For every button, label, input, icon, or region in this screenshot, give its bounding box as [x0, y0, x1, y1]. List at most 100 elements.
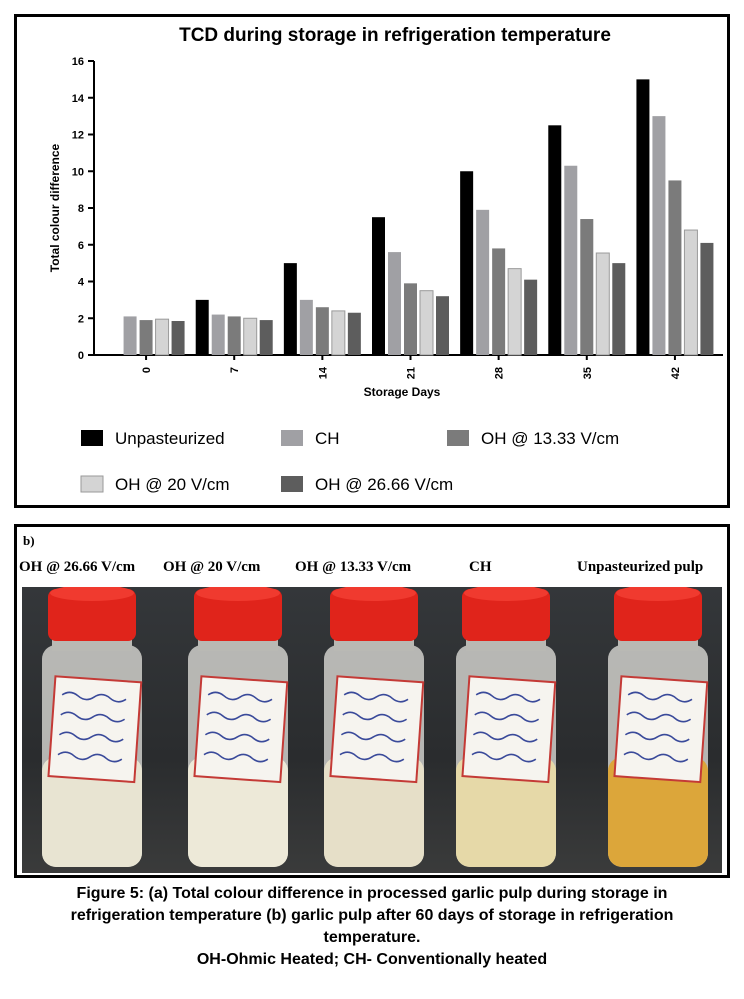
x-tick-label-35: 35	[582, 367, 594, 379]
jar-contents-oh-26-66	[42, 757, 142, 867]
bar-unpasteurized-day-28	[460, 171, 474, 355]
jar-handwriting-oh-26-66	[58, 731, 124, 743]
legend-swatch-oh-20-v-cm	[80, 475, 104, 493]
jar-handwriting-oh-20	[206, 711, 272, 723]
jar-oh-20	[188, 587, 289, 867]
figure-caption-line-1: Figure 5: (a) Total colour difference in…	[76, 885, 668, 902]
bar-oh-26-66-v-cm-day-14	[347, 312, 361, 355]
bar-oh-13-33-v-cm-day-35	[580, 219, 594, 355]
bar-unpasteurized-day-42	[636, 79, 650, 355]
x-tick-label-14: 14	[317, 366, 329, 379]
jar-cap-unpasteurized	[614, 589, 702, 641]
legend-label-oh-26-66-v-cm: OH @ 26.66 V/cm	[315, 475, 453, 494]
jars-illustration	[42, 587, 709, 867]
bar-oh-26-66-v-cm-day-28	[524, 279, 538, 355]
bar-ch-day-0	[123, 316, 137, 355]
jar-unpasteurized	[608, 587, 709, 867]
jar-handwriting-unpasteurized	[624, 731, 690, 743]
jar-handwriting-ch	[475, 691, 541, 703]
bar-oh-26-66-v-cm-day-21	[436, 296, 449, 355]
jar-handwriting-unpasteurized	[627, 691, 693, 703]
legend-swatch-oh-26-66-v-cm	[281, 476, 303, 492]
jar-contents-unpasteurized	[608, 757, 708, 867]
y-tick-label-2: 2	[78, 313, 84, 325]
legend-swatch-oh-13-33-v-cm	[447, 430, 469, 446]
jar-handwriting-ch	[471, 751, 537, 763]
jar-contents-ch	[456, 757, 556, 867]
bar-oh-20-v-cm-day-21	[419, 290, 434, 356]
bar-ch-day-42	[652, 116, 666, 355]
jar-ch	[456, 587, 557, 867]
jar-handwriting-ch	[472, 731, 538, 743]
bar-oh-20-v-cm-day-0	[155, 318, 170, 356]
legend-swatch-ch	[281, 430, 303, 446]
bar-oh-13-33-v-cm-day-21	[404, 283, 417, 355]
jar-label-oh-13-33: OH @ 13.33 V/cm	[295, 559, 412, 575]
bar-ch-day-35	[564, 165, 578, 355]
jar-label-oh-20: OH @ 20 V/cm	[163, 559, 261, 575]
jar-handwriting-oh-20	[207, 691, 273, 703]
jar-handwriting-unpasteurized	[623, 751, 689, 763]
jar-handwriting-oh-20	[203, 751, 269, 763]
jar-handwriting-oh-26-66	[60, 711, 126, 723]
jar-cap-top-oh-13-33	[332, 587, 416, 601]
bar-oh-26-66-v-cm-day-42	[700, 242, 714, 355]
y-tick-label-0: 0	[78, 350, 84, 362]
jar-handwriting-oh-20	[204, 731, 270, 743]
y-tick-label-16: 16	[72, 56, 84, 68]
x-tick-label-42: 42	[670, 367, 682, 379]
x-axis-label: Storage Days	[364, 385, 441, 399]
jar-handwriting-oh-13-33	[340, 731, 406, 743]
jar-label-unpasteurized: Unpasteurized pulp	[577, 559, 704, 575]
bar-ch-day-28	[476, 209, 490, 355]
legend-label-oh-13-33-v-cm: OH @ 13.33 V/cm	[481, 429, 619, 448]
jar-label-sticker-oh-26-66	[47, 675, 143, 784]
bar-unpasteurized-day-14	[283, 263, 297, 355]
panel-b-label: b)	[23, 533, 35, 548]
y-tick-label-12: 12	[72, 130, 84, 142]
jar-label-sticker-ch	[461, 675, 557, 784]
y-tick-label-8: 8	[78, 203, 84, 215]
jar-label-sticker-unpasteurized	[613, 675, 709, 784]
jar-handwriting-unpasteurized	[626, 711, 692, 723]
jar-oh-13-33	[324, 587, 425, 867]
x-tick-label-7: 7	[229, 367, 241, 373]
tcd-bar-chart: TCD during storage in refrigeration temp…	[48, 25, 723, 494]
jar-handwriting-oh-13-33	[343, 691, 409, 703]
figure-caption-line-4: OH-Ohmic Heated; CH- Conventionally heat…	[196, 951, 548, 968]
bar-unpasteurized-day-35	[548, 125, 562, 355]
y-tick-label-10: 10	[72, 166, 84, 178]
x-tick-label-21: 21	[406, 367, 418, 379]
jar-label-sticker-oh-13-33	[329, 675, 425, 784]
jar-cap-top-oh-20	[196, 587, 280, 601]
legend-label-oh-20-v-cm: OH @ 20 V/cm	[115, 475, 230, 494]
chart-panel: TCD during storage in refrigeration temp…	[14, 14, 730, 508]
jar-label-sticker-oh-20	[193, 675, 289, 784]
jar-cap-oh-20	[194, 589, 282, 641]
figure-caption-line-2: refrigeration temperature (b) garlic pul…	[70, 907, 674, 924]
bar-oh-20-v-cm-day-28	[507, 268, 522, 356]
legend-label-ch: CH	[315, 429, 340, 448]
jar-cap-top-unpasteurized	[616, 587, 700, 601]
photo-panel: b) OH @ 26.66 V/cm OH @ 20 V/cm OH @ 13.…	[14, 524, 730, 878]
jar-cap-top-oh-26-66	[50, 587, 134, 601]
bar-unpasteurized-day-7	[195, 299, 209, 355]
x-tick-label-0: 0	[141, 367, 153, 373]
jar-cap-top-ch	[464, 587, 548, 601]
bar-oh-13-33-v-cm-day-42	[668, 180, 682, 355]
legend-label-unpasteurized: Unpasteurized	[115, 429, 225, 448]
figure-caption-line-3: temperature.	[323, 929, 421, 946]
jar-label-oh-26-66: OH @ 26.66 V/cm	[19, 559, 136, 575]
bar-oh-13-33-v-cm-day-14	[315, 307, 329, 355]
jar-handwriting-oh-26-66	[57, 751, 123, 763]
jar-handwriting-ch	[474, 711, 540, 723]
garlic-pulp-jars-photo	[22, 587, 722, 873]
y-tick-label-6: 6	[78, 240, 84, 252]
jar-label-ch: CH	[469, 559, 492, 575]
bar-oh-26-66-v-cm-day-0	[171, 321, 185, 355]
jar-cap-oh-26-66	[48, 589, 136, 641]
jar-contents-oh-13-33	[324, 757, 424, 867]
jar-cap-ch	[462, 589, 550, 641]
jar-contents-oh-20	[188, 757, 288, 867]
bar-oh-13-33-v-cm-day-0	[139, 320, 153, 355]
